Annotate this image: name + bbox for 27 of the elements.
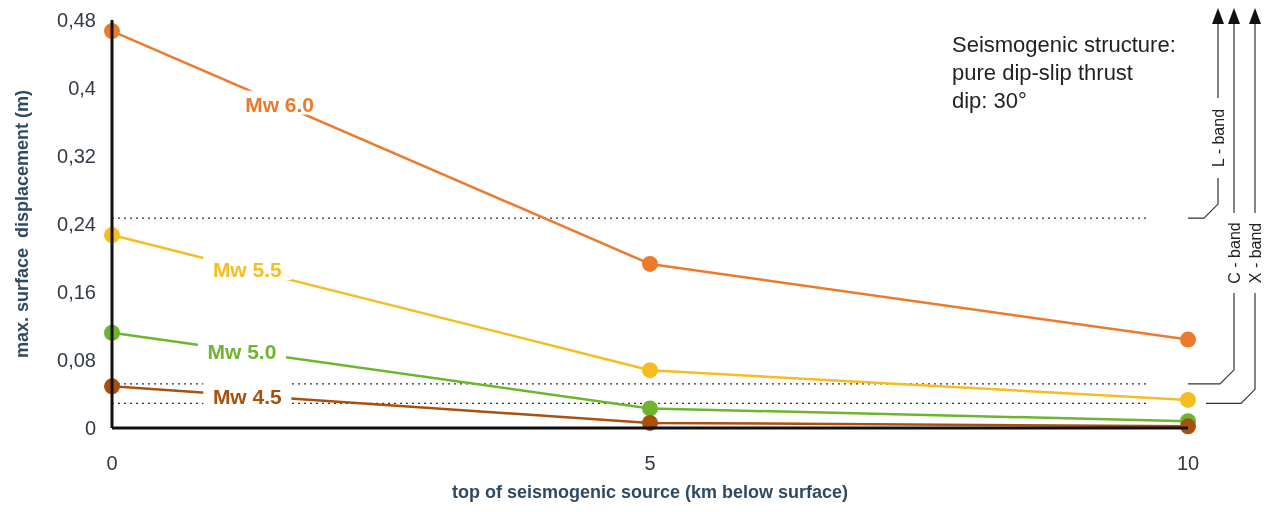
y-tick-label: 0,32: [57, 145, 96, 167]
y-axis-title: max. surface displacement (m): [12, 89, 32, 359]
text: C - band: [1226, 222, 1243, 284]
text: X - band: [1247, 222, 1264, 284]
x-tick-label: 10: [1176, 452, 1200, 474]
annotation: pure dip-slip thrust: [952, 60, 1133, 85]
series-label: Mw 5.5: [212, 258, 283, 282]
y-tick-label: 0: [84, 417, 96, 439]
x-tick-label: 5: [644, 452, 656, 474]
series-label: Mw 4.5: [212, 384, 283, 408]
y-tick-label: 0,08: [57, 349, 96, 371]
y-tick-label: 0,24: [57, 213, 96, 235]
series-label: Mw 6.0: [245, 92, 315, 116]
y-tick-label: 0,48: [57, 9, 96, 31]
point: [642, 362, 658, 379]
point: [642, 255, 658, 272]
point: [642, 400, 658, 417]
x-axis-title: top of seismogenic source (km below surface): [451, 482, 849, 502]
x-tick-label: 0: [106, 452, 118, 474]
y-tick-label: 0,16: [57, 281, 96, 303]
annotation: dip: 30°: [952, 88, 1027, 113]
y-tick-label: 0,4: [68, 77, 96, 99]
annotation: Seismogenic structure:: [952, 32, 1176, 57]
point: [1180, 331, 1196, 348]
series-label: Mw 5.0: [207, 340, 277, 364]
point: [1180, 391, 1196, 408]
text: L - band: [1210, 108, 1227, 168]
